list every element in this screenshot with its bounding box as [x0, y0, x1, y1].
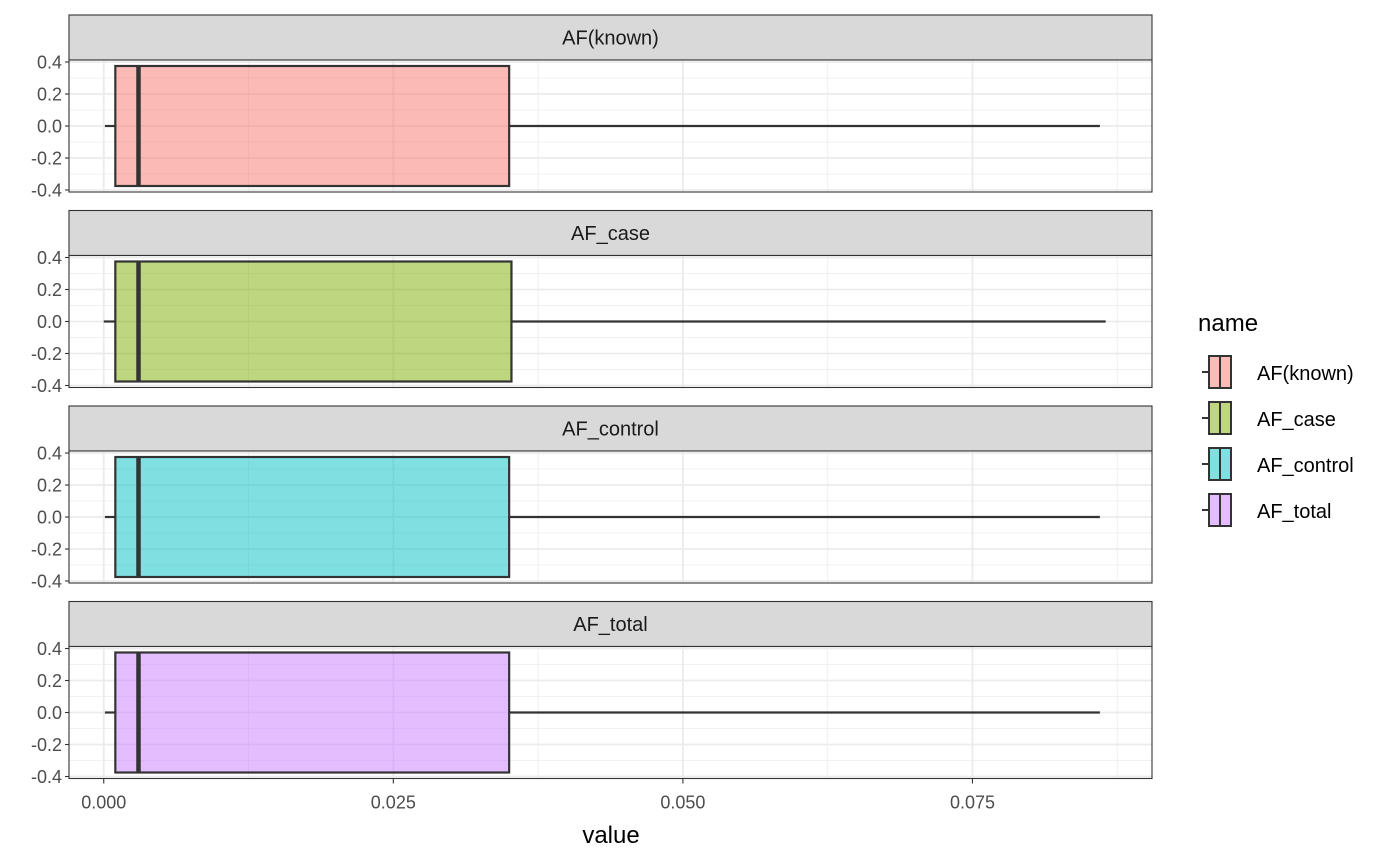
legend-label: AF(known) [1257, 363, 1354, 385]
x-axis-title: value [582, 822, 639, 849]
facet-strip [68, 600, 1153, 648]
x-axis: 0.000 0.025 0.050 0.075 [81, 778, 995, 813]
box [114, 260, 513, 383]
facet-panel: AF_total 0.4 0.2 0.0 -0.2 -0.4 [31, 600, 1153, 787]
facet-strip [68, 14, 1153, 61]
y-tick-label: -0.4 [31, 572, 62, 592]
box [114, 455, 511, 579]
y-tick-label: 0.4 [37, 444, 62, 464]
y-tick-label: -0.4 [31, 376, 62, 396]
legend-item: AF_control [1200, 447, 1354, 481]
facet-panels: AF(known) 0.4 0.2 0.0 -0.2 -0.4 AF_case 0.4 0.2 0… [31, 14, 1153, 787]
y-tick-label: -0.2 [31, 735, 62, 755]
legend-item: AF_case [1200, 401, 1336, 435]
box [114, 64, 511, 188]
y-tick-label: 0.4 [37, 53, 62, 73]
facet-strip-label: AF_control [562, 419, 659, 441]
facet-panel: AF_case 0.4 0.2 0.0 -0.2 -0.4 [31, 209, 1153, 396]
legend-title: name [1198, 310, 1258, 337]
legend-items: AF(known) AF_case AF_control AF_total [1200, 355, 1354, 527]
y-tick-label: 0.4 [37, 248, 62, 268]
box [114, 651, 511, 774]
x-tick-label: 0.025 [371, 793, 416, 813]
y-tick-label: 0.2 [37, 671, 62, 691]
legend-label: AF_control [1257, 455, 1354, 477]
x-tick-label: 0.050 [660, 793, 705, 813]
facet-strip-label: AF(known) [562, 28, 659, 50]
y-tick-label: -0.2 [31, 344, 62, 364]
y-tick-label: 0.0 [37, 117, 62, 137]
x-tick-label: 0.000 [81, 793, 126, 813]
facet-strip-label: AF_total [573, 614, 647, 636]
legend-item: AF(known) [1200, 355, 1354, 389]
y-tick-label: 0.0 [37, 312, 62, 332]
legend-item: AF_total [1200, 493, 1331, 527]
facet-strip [68, 405, 1153, 452]
y-tick-label: 0.2 [37, 85, 62, 105]
y-tick-label: 0.2 [37, 476, 62, 496]
y-tick-label: -0.2 [31, 149, 62, 169]
legend-label: AF_total [1257, 501, 1331, 523]
y-tick-label: -0.4 [31, 181, 62, 201]
y-tick-label: 0.0 [37, 703, 62, 723]
facet-panel: AF(known) 0.4 0.2 0.0 -0.2 -0.4 [31, 14, 1153, 201]
x-tick-label: 0.075 [950, 793, 995, 813]
y-tick-label: 0.2 [37, 280, 62, 300]
y-tick-label: -0.2 [31, 540, 62, 560]
legend-label: AF_case [1257, 409, 1336, 431]
facet-strip-label: AF_case [571, 223, 650, 245]
y-tick-label: -0.4 [31, 767, 62, 787]
facet-panel: AF_control 0.4 0.2 0.0 -0.2 -0.4 [31, 405, 1153, 592]
y-tick-label: 0.0 [37, 508, 62, 528]
legend: name AF(known) AF_case AF_control AF_total [1198, 310, 1354, 527]
y-tick-label: 0.4 [37, 639, 62, 659]
